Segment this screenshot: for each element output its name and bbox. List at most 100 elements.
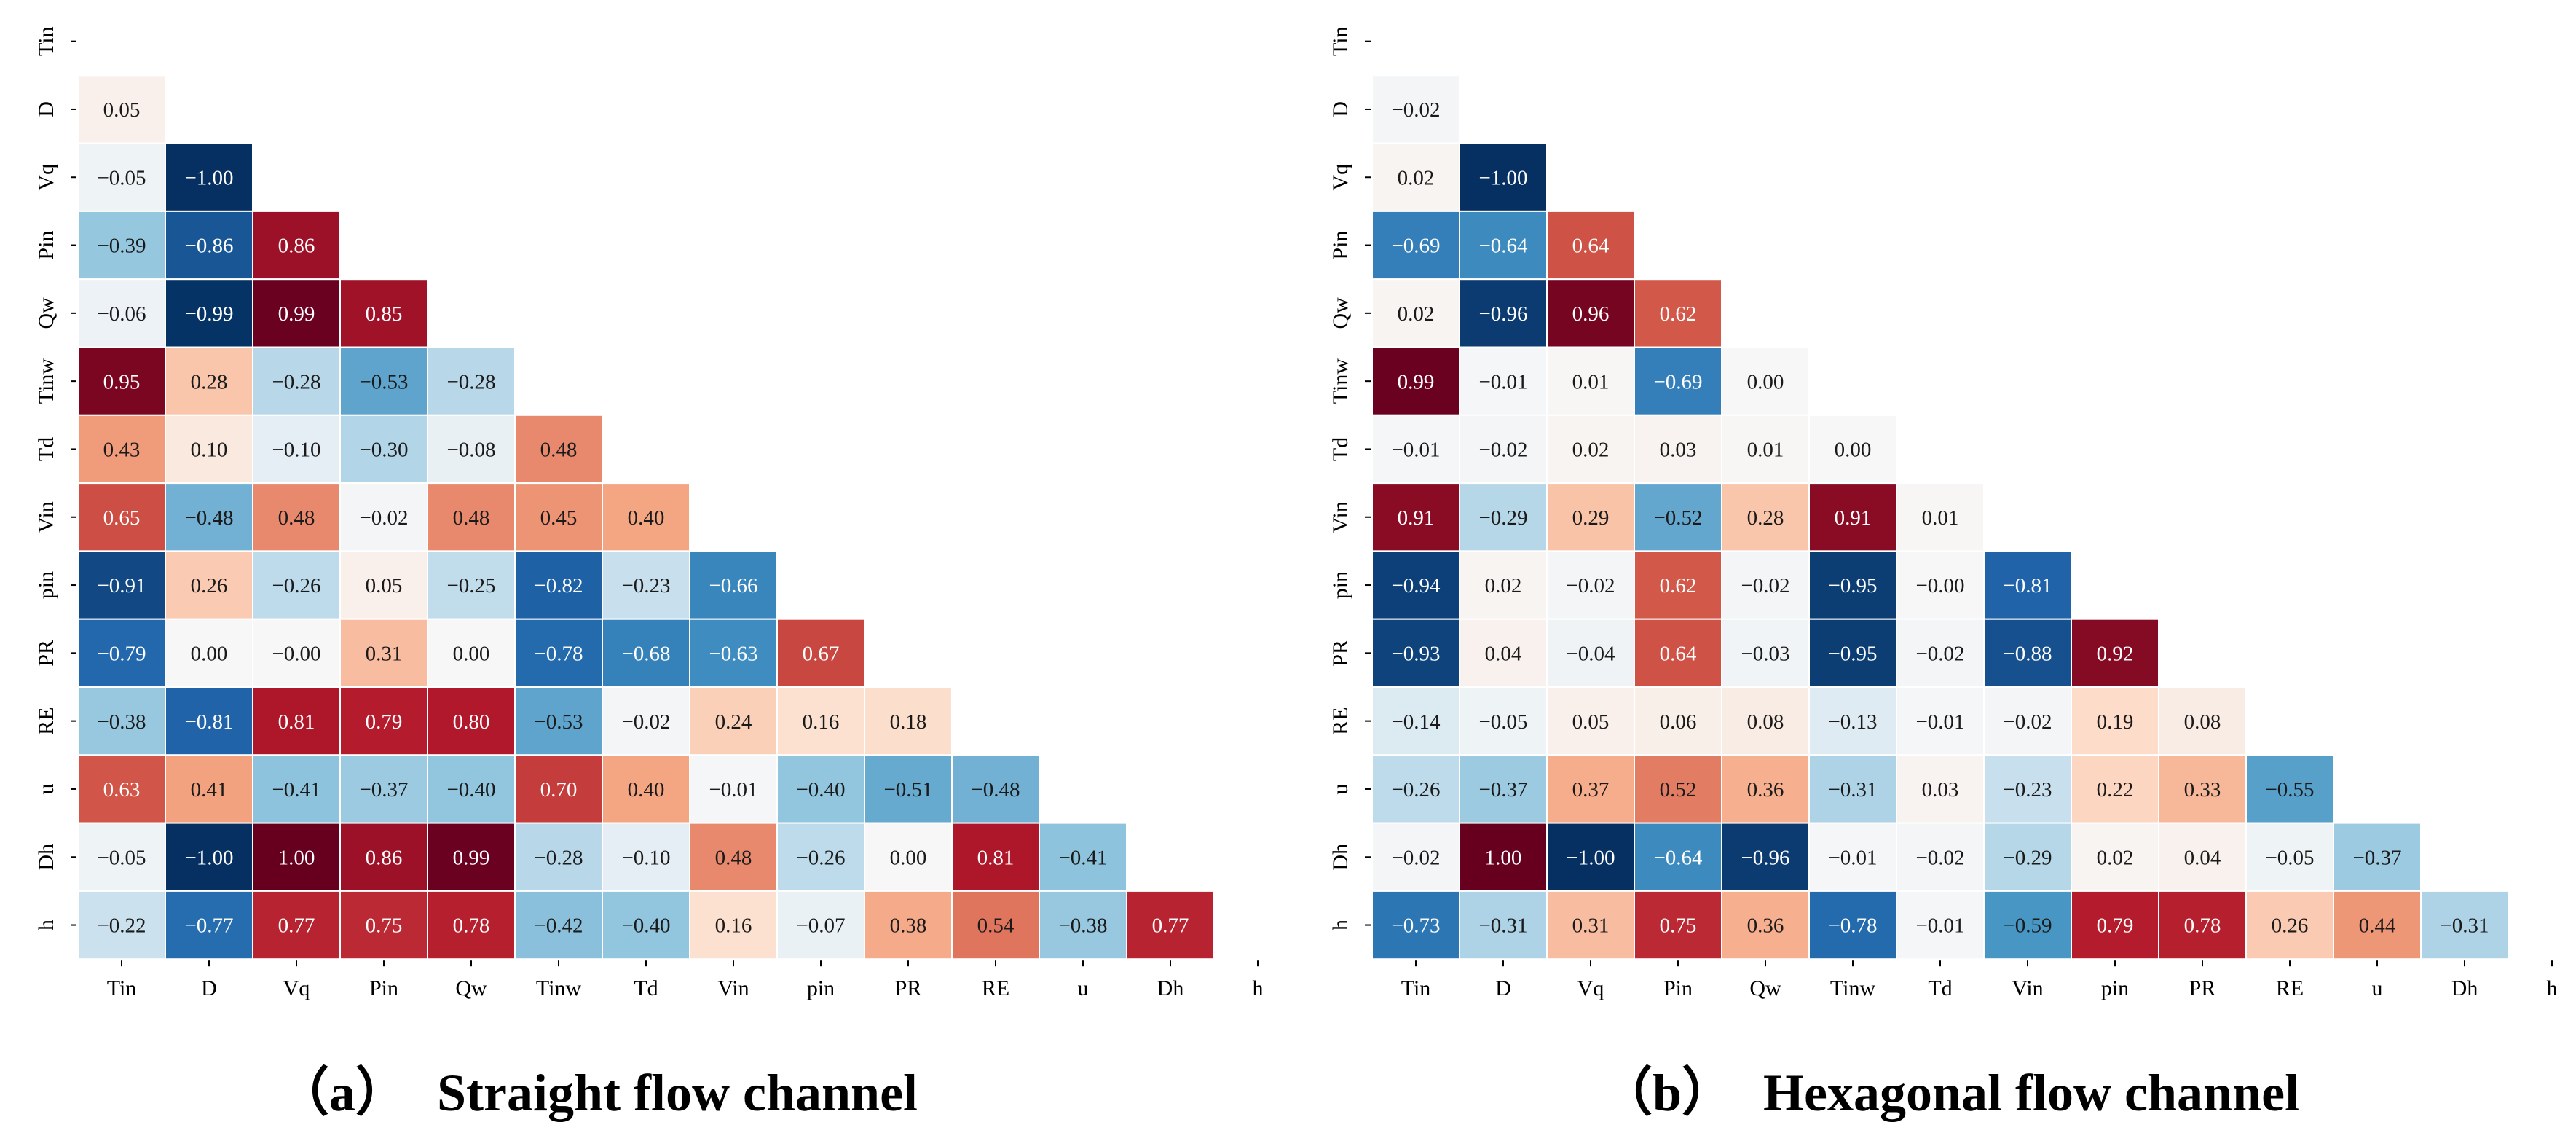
cell-u-Tin: [1371, 754, 1460, 824]
cell-label-u-Tinw: −0.31: [1828, 778, 1877, 801]
x-tick-label-D: D: [1495, 976, 1511, 1000]
cell-label-Vin-Tin: 0.91: [1398, 506, 1435, 530]
cell-label-h-u: 0.44: [2359, 914, 2396, 938]
x-tick-label-Pin: Pin: [1663, 976, 1693, 1000]
cell-label-Qw-Pin: 0.62: [1660, 302, 1697, 326]
cell-label-h-PR: 0.78: [2184, 914, 2221, 938]
cell-label-RE-D: −0.81: [184, 710, 233, 734]
caption-label-a: （a）: [277, 1064, 409, 1122]
cell-Vq-Tin: [77, 142, 166, 212]
cell-PR-Tin: [77, 618, 166, 689]
cell-PR-D: [1459, 618, 1548, 689]
cell-u-Pin: [1634, 754, 1722, 824]
cell-label-h-Qw: 0.36: [1747, 914, 1784, 938]
caption-title-b: Hexagonal flow channel: [1763, 1064, 2300, 1122]
x-tick-label-Dh: Dh: [1157, 976, 1184, 1000]
cell-label-Vin-Tinw: 0.45: [540, 506, 578, 530]
cell-label-u-Tin: 0.63: [103, 778, 141, 801]
cell-label-u-Pin: 0.52: [1660, 778, 1697, 801]
cell-h-pin: [776, 890, 865, 960]
cell-Qw-D: [165, 278, 253, 348]
cell-label-RE-pin: 0.19: [2097, 710, 2134, 734]
cell-label-h-pin: 0.79: [2097, 914, 2134, 938]
cell-label-u-Pin: −0.37: [359, 778, 408, 801]
cell-label-Vq-Tin: 0.02: [1398, 166, 1435, 189]
cell-h-PR: [2158, 890, 2247, 960]
cell-label-Pin-D: −0.64: [1478, 235, 1528, 258]
x-tick-label-Tinw: Tinw: [1830, 976, 1876, 1000]
cell-label-h-RE: 0.54: [977, 914, 1015, 938]
cell-label-D-Tin: 0.05: [103, 98, 141, 122]
cell-label-h-Qw: 0.78: [453, 914, 490, 938]
cell-label-Dh-Pin: 0.86: [366, 846, 403, 869]
cell-label-RE-PR: 0.08: [2184, 710, 2221, 734]
cell-PR-Pin: [339, 618, 428, 689]
cell-Td-Pin: [339, 414, 428, 485]
y-tick-label-Td: Td: [34, 437, 58, 461]
cell-label-pin-Qw: −0.02: [1741, 574, 1789, 597]
cell-label-RE-Tinw: −0.53: [534, 710, 583, 734]
x-tick-label-Tinw: Tinw: [536, 976, 582, 1000]
cell-h-Qw: [427, 890, 516, 960]
cell-label-Tinw-Pin: −0.69: [1653, 370, 1702, 393]
cell-Dh-Pin: [339, 822, 428, 892]
cell-Dh-u: [1039, 822, 1127, 892]
y-tick-label-Vq: Vq: [34, 164, 58, 191]
cell-Tinw-Qw: [1721, 346, 1810, 416]
cell-Dh-RE: [951, 822, 1040, 892]
x-tick-label-pin: pin: [2101, 976, 2129, 1000]
cell-Tinw-Pin: [339, 346, 428, 416]
cell-Pin-Vq: [252, 210, 341, 281]
cell-Dh-D: [165, 822, 253, 892]
cell-pin-Vq: [252, 550, 341, 620]
cell-Vq-D: [165, 142, 253, 212]
cell-PR-Td: [602, 618, 690, 689]
cell-Td-Tinw: [1808, 414, 1897, 485]
cell-label-pin-Qw: −0.25: [446, 574, 495, 597]
cell-h-PR: [864, 890, 953, 960]
y-tick-label-Dh: Dh: [34, 844, 58, 871]
cell-PR-Qw: [1721, 618, 1810, 689]
cell-label-Vin-D: −0.29: [1478, 506, 1527, 530]
cell-label-PR-Pin: 0.64: [1660, 643, 1697, 666]
cell-Dh-Tin: [77, 822, 166, 892]
cell-Dh-u: [2333, 822, 2422, 892]
cell-label-Qw-Tin: 0.02: [1398, 302, 1435, 326]
cell-label-Tinw-Vq: 0.01: [1572, 370, 1610, 393]
cell-PR-Tinw: [514, 618, 603, 689]
cell-label-h-Tin: −0.22: [97, 914, 146, 938]
cell-h-Vq: [1546, 890, 1635, 960]
cell-label-u-Vq: 0.37: [1572, 778, 1610, 801]
cell-pin-Vin: [689, 550, 778, 620]
x-tick-label-Pin: Pin: [369, 976, 398, 1000]
cell-label-u-Vin: −0.23: [2003, 778, 2052, 801]
cell-label-u-PR: 0.33: [2184, 778, 2221, 801]
cell-label-h-D: −0.31: [1478, 914, 1527, 938]
cell-label-Dh-Pin: −0.64: [1653, 846, 1703, 869]
cell-Dh-PR: [864, 822, 953, 892]
cell-label-Dh-RE: 0.81: [977, 846, 1015, 869]
cell-Td-Tinw: [514, 414, 603, 485]
heatmap-svg-straight: 0.05 −0.05 −1.00 −0.39 −0.86 0.86 −0.06 −0.99 0.…: [34, 26, 1264, 1000]
cell-label-RE-Vq: 0.81: [278, 710, 315, 734]
cell-label-Td-D: −0.02: [1478, 439, 1527, 462]
cell-Td-Vq: [252, 414, 341, 485]
cell-label-Dh-Vq: 1.00: [278, 846, 315, 869]
cell-label-u-Qw: −0.40: [446, 778, 495, 801]
cell-label-RE-Td: −0.02: [621, 710, 670, 734]
cell-label-Dh-Tin: −0.02: [1391, 846, 1440, 869]
cell-label-pin-Vin: −0.66: [709, 574, 757, 597]
cell-label-Dh-D: −1.00: [184, 846, 233, 869]
cell-u-Pin: [339, 754, 428, 824]
cell-Vin-D: [165, 482, 253, 552]
cell-label-PR-Qw: 0.00: [453, 643, 490, 666]
cell-label-Pin-D: −0.86: [184, 235, 233, 258]
cell-label-PR-Vq: −0.00: [272, 643, 320, 666]
cell-label-Td-Tin: 0.43: [103, 439, 141, 462]
cell-Dh-Td: [602, 822, 690, 892]
cell-h-RE: [2245, 890, 2334, 960]
cell-label-u-Vq: −0.41: [272, 778, 320, 801]
cell-label-Dh-Tinw: −0.01: [1828, 846, 1877, 869]
y-tick-label-Pin: Pin: [1328, 231, 1352, 260]
cell-RE-Vin: [1983, 686, 2072, 756]
